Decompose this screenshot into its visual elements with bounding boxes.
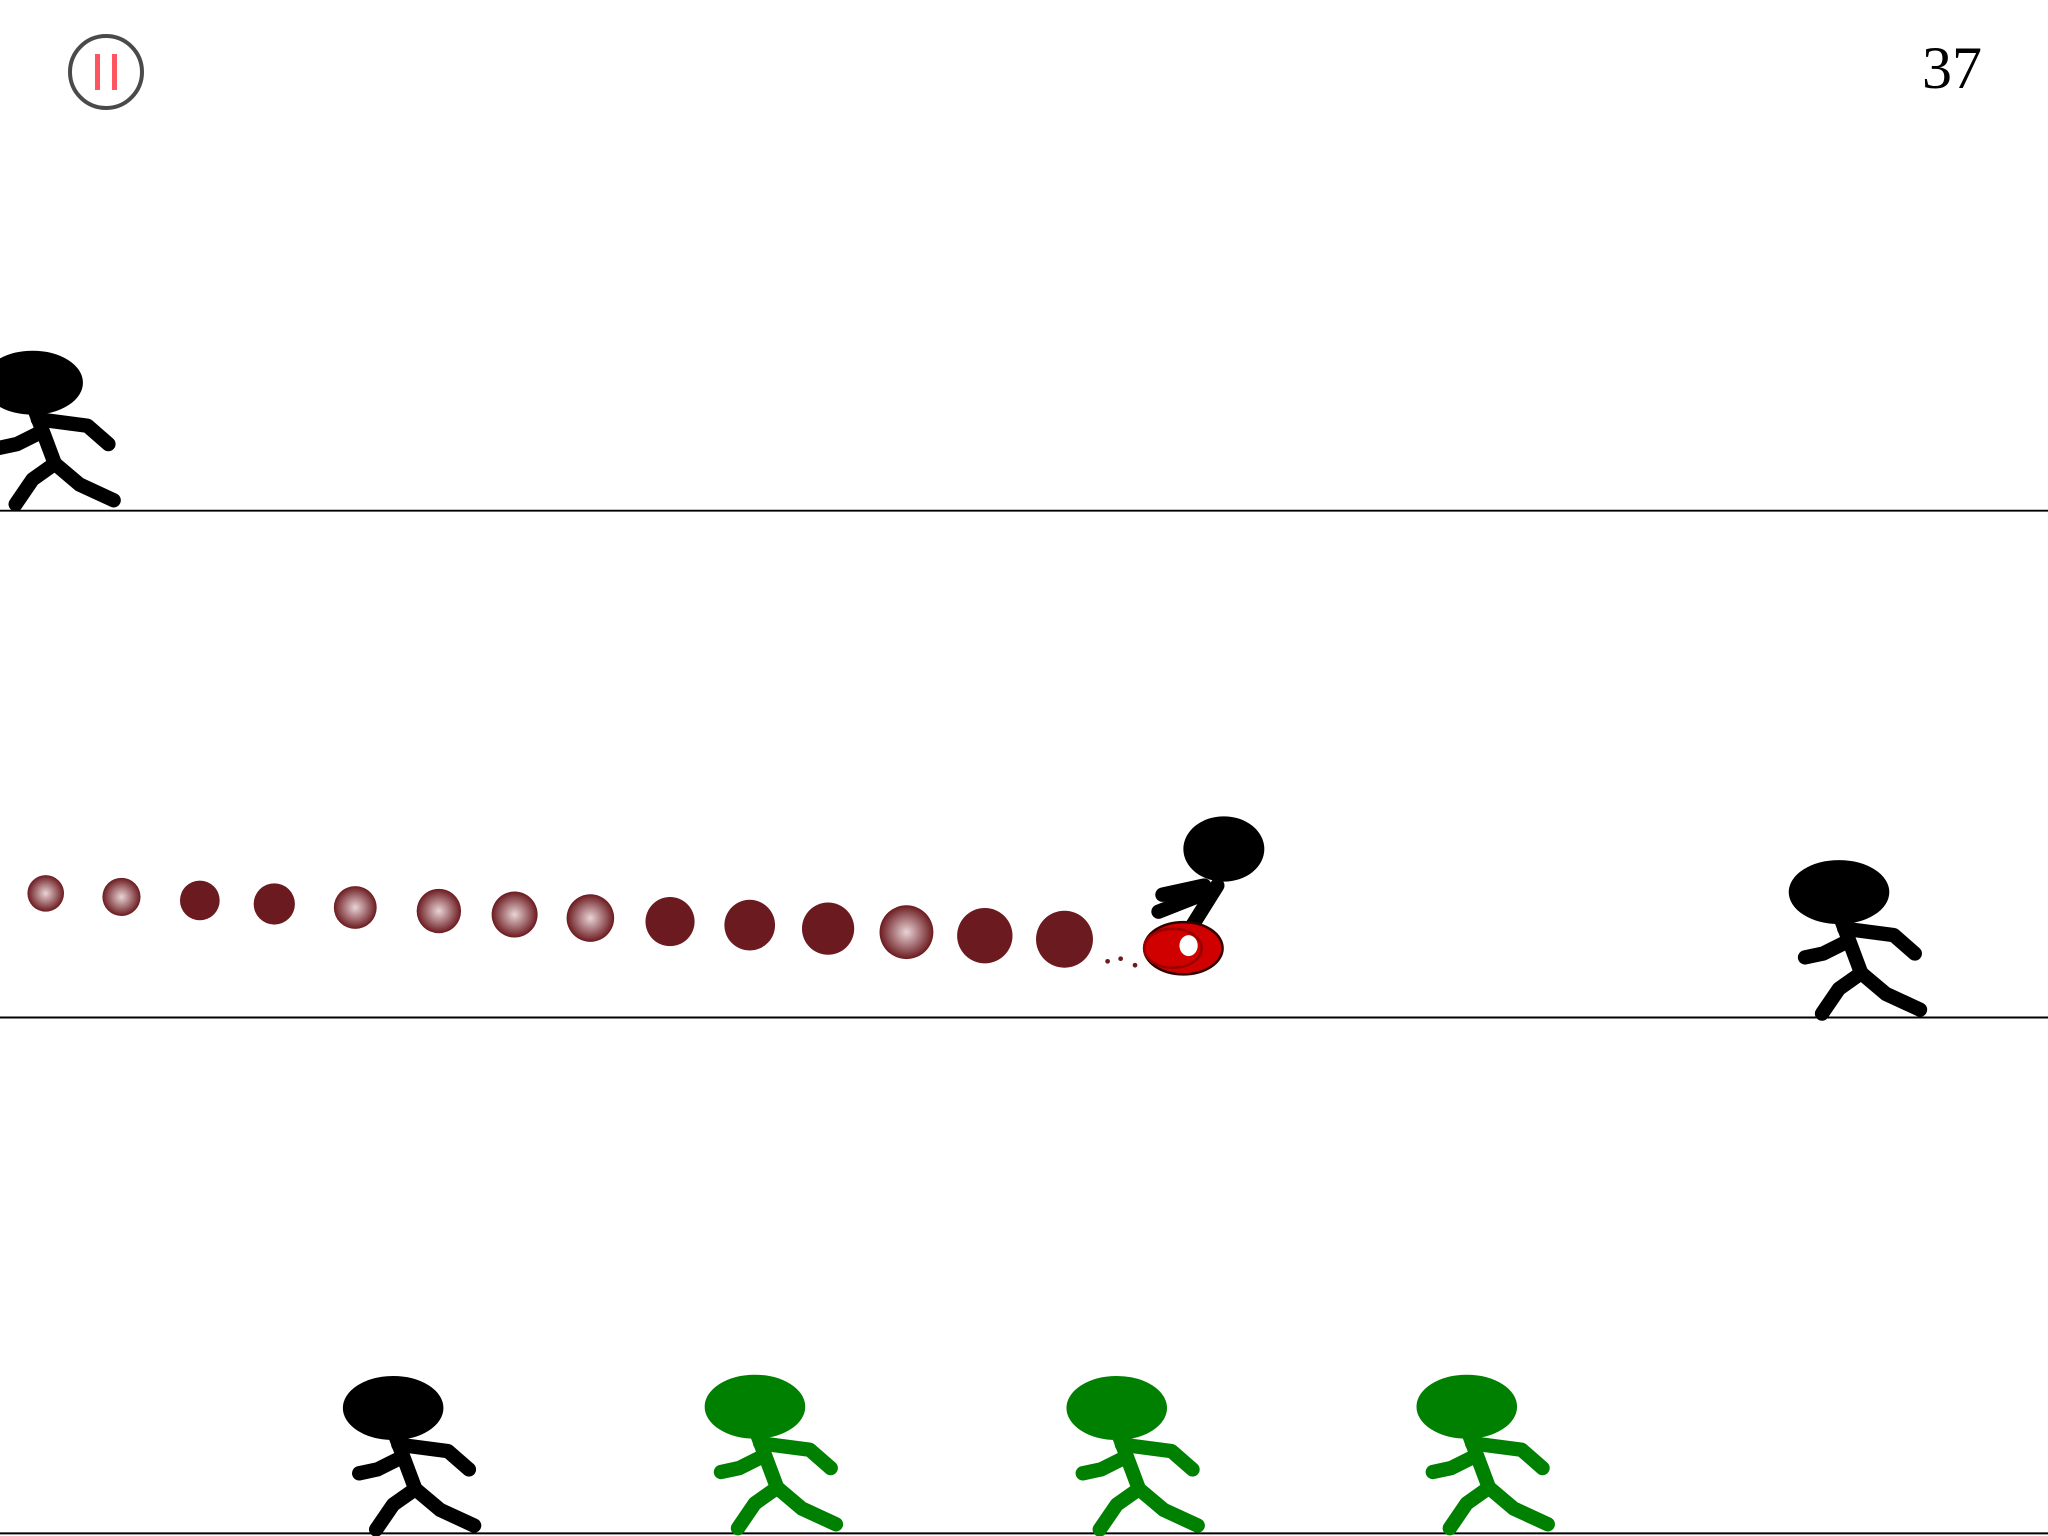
trail-ball xyxy=(179,880,220,921)
green-stickman-enemy xyxy=(705,1375,836,1528)
stickman-runner xyxy=(0,351,114,504)
green-stickman-enemy xyxy=(1417,1375,1548,1528)
stickman-runner xyxy=(1789,861,1920,1014)
trail-ball xyxy=(879,905,934,960)
trail-ball xyxy=(1036,910,1093,968)
stickman-runner xyxy=(344,1377,475,1530)
trail-ball xyxy=(724,899,776,951)
trail-ball xyxy=(957,908,1013,964)
pause-icon xyxy=(95,54,100,90)
trail-ball xyxy=(333,886,377,929)
ball-trail xyxy=(27,875,1093,968)
trail-ball xyxy=(416,888,462,934)
green-stickman-enemy xyxy=(1067,1377,1198,1530)
score-counter: 37 xyxy=(1922,35,1982,101)
pause-icon xyxy=(112,54,117,90)
trail-ball xyxy=(102,877,141,916)
trail-ball xyxy=(27,875,64,912)
jumping-player xyxy=(1105,816,1265,976)
trail-ball xyxy=(801,902,855,955)
trail-ball xyxy=(566,894,615,942)
pause-button[interactable] xyxy=(68,34,144,110)
ground-lines xyxy=(0,509,2048,1535)
trail-ball xyxy=(253,883,295,925)
trail-ball xyxy=(645,897,695,947)
trail-ball xyxy=(491,891,538,938)
